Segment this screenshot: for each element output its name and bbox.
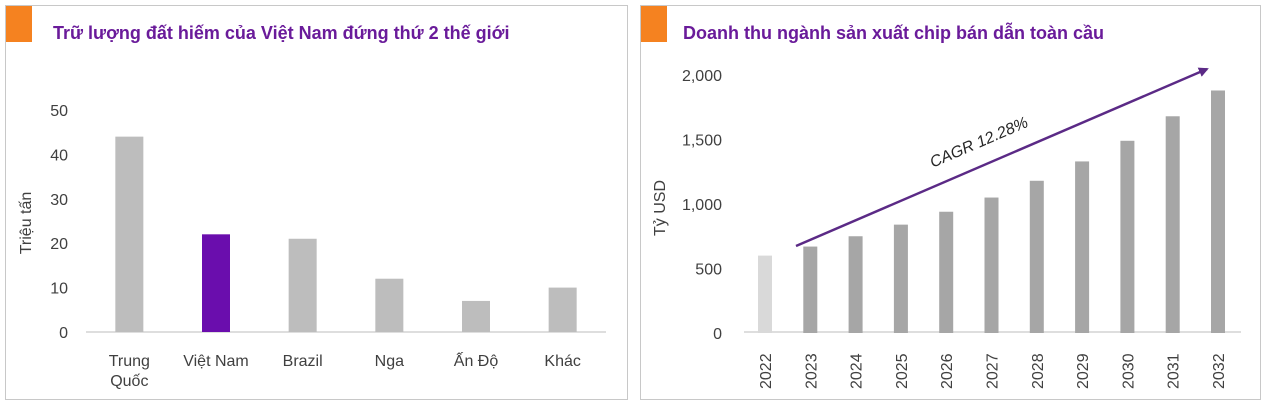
bar — [202, 234, 230, 332]
bar — [115, 136, 144, 332]
chart-title: Doanh thu ngành sản xuất chip bán dẫn to… — [683, 23, 1105, 43]
semiconductor-revenue-bar-chart: Tỷ USD 0 500 1,000 1,500 2,000 2022 2023 2024 2… — [652, 67, 1241, 389]
chart-panel-rare-earth: Trữ lượng đất hiếm của Việt Nam đứng thứ… — [5, 5, 628, 400]
x-tick-label: 2030 — [1120, 353, 1137, 389]
accent-bar — [641, 6, 667, 42]
x-tick-label: 2025 — [894, 353, 911, 389]
x-tick-label: 2032 — [1211, 353, 1228, 389]
bar — [375, 278, 404, 332]
x-tick-label: Brazil — [283, 353, 323, 370]
x-tick-label: 2029 — [1075, 353, 1092, 389]
bar — [1120, 140, 1135, 333]
bar — [893, 224, 908, 333]
y-tick-label: 0 — [59, 325, 68, 342]
y-axis-label: Triệu tấn — [18, 192, 35, 255]
bar — [758, 255, 772, 333]
chart-panel-semiconductor: Doanh thu ngành sản xuất chip bán dẫn to… — [640, 5, 1261, 400]
y-tick-label: 0 — [713, 326, 722, 343]
y-tick-label: 40 — [50, 147, 68, 164]
y-tick-label: 2,000 — [682, 68, 722, 85]
x-tick-label: 2026 — [939, 353, 956, 389]
y-tick-label: 10 — [50, 281, 68, 298]
bar — [462, 300, 490, 332]
x-tick-label: 2024 — [849, 353, 866, 389]
y-axis-label: Tỷ USD — [652, 180, 669, 236]
y-tick-label: 1,000 — [682, 197, 722, 214]
x-tick-label: Trung Quốc — [109, 353, 150, 390]
y-tick-label: 500 — [695, 262, 722, 279]
bar — [848, 236, 863, 333]
x-tick-label: 2028 — [1030, 353, 1047, 389]
chart-title: Trữ lượng đất hiếm của Việt Nam đứng thứ… — [53, 23, 510, 43]
bar — [288, 238, 317, 332]
bar — [1211, 90, 1225, 333]
bar — [984, 197, 999, 333]
bar — [1029, 180, 1044, 333]
bar — [548, 287, 577, 332]
x-tick-label: 2023 — [803, 353, 820, 389]
cagr-annotation: CAGR 12.28% — [928, 114, 1031, 171]
y-tick-label: 30 — [50, 192, 68, 209]
x-tick-label: Khác — [544, 353, 580, 370]
accent-bar — [6, 6, 32, 42]
y-tick-label: 50 — [50, 103, 68, 120]
bar — [803, 246, 818, 333]
x-tick-label: 2022 — [758, 353, 775, 389]
y-tick-label: 20 — [50, 236, 68, 253]
x-tick-label: 2031 — [1166, 353, 1183, 389]
bar — [939, 211, 954, 333]
x-tick-label: Nga — [375, 353, 404, 370]
cagr-trend-arrow — [795, 67, 1209, 248]
rare-earth-bar-chart: Triệu tấn 0 10 20 30 40 50 Trung Quốc Việt Nam B… — [18, 103, 606, 390]
x-tick-label: 2027 — [985, 353, 1002, 389]
x-tick-label: Ấn Độ — [454, 351, 499, 370]
x-tick-label: Việt Nam — [183, 353, 249, 370]
bar — [1075, 161, 1090, 333]
bar — [1165, 116, 1180, 333]
y-tick-label: 1,500 — [682, 133, 722, 150]
